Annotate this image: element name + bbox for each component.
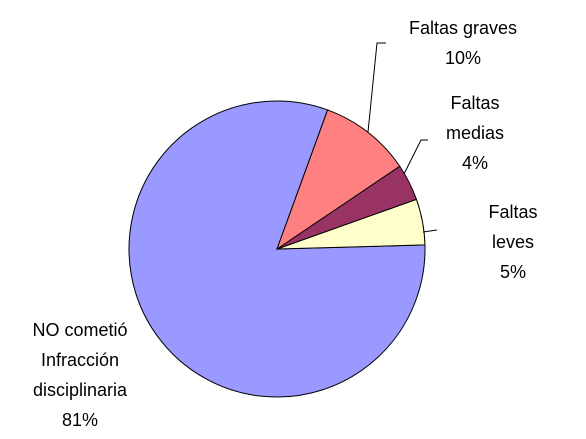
pie-slice — [276, 109, 401, 251]
percent-label: 5% — [499, 262, 526, 282]
percent-label: 81% — [61, 410, 99, 430]
category-name: Faltas leves — [488, 202, 538, 252]
slice-label: Faltas medias 4% — [446, 88, 504, 178]
leader-line — [422, 229, 438, 233]
percent-label: 4% — [461, 153, 488, 173]
leader-line — [367, 42, 386, 133]
category-name: Faltas graves — [408, 18, 518, 38]
slice-label: Faltas graves 10% — [409, 13, 517, 73]
slice-label: Faltas leves 5% — [477, 197, 550, 287]
category-name: NO cometió Infracción disciplinaria — [32, 320, 128, 400]
category-name: Faltas medias — [445, 93, 505, 143]
slice-label: NO cometió Infracción disciplinaria 81% — [32, 315, 127, 435]
leader-lines — [367, 42, 438, 233]
percent-label: 10% — [444, 48, 482, 68]
leader-line — [403, 139, 428, 175]
